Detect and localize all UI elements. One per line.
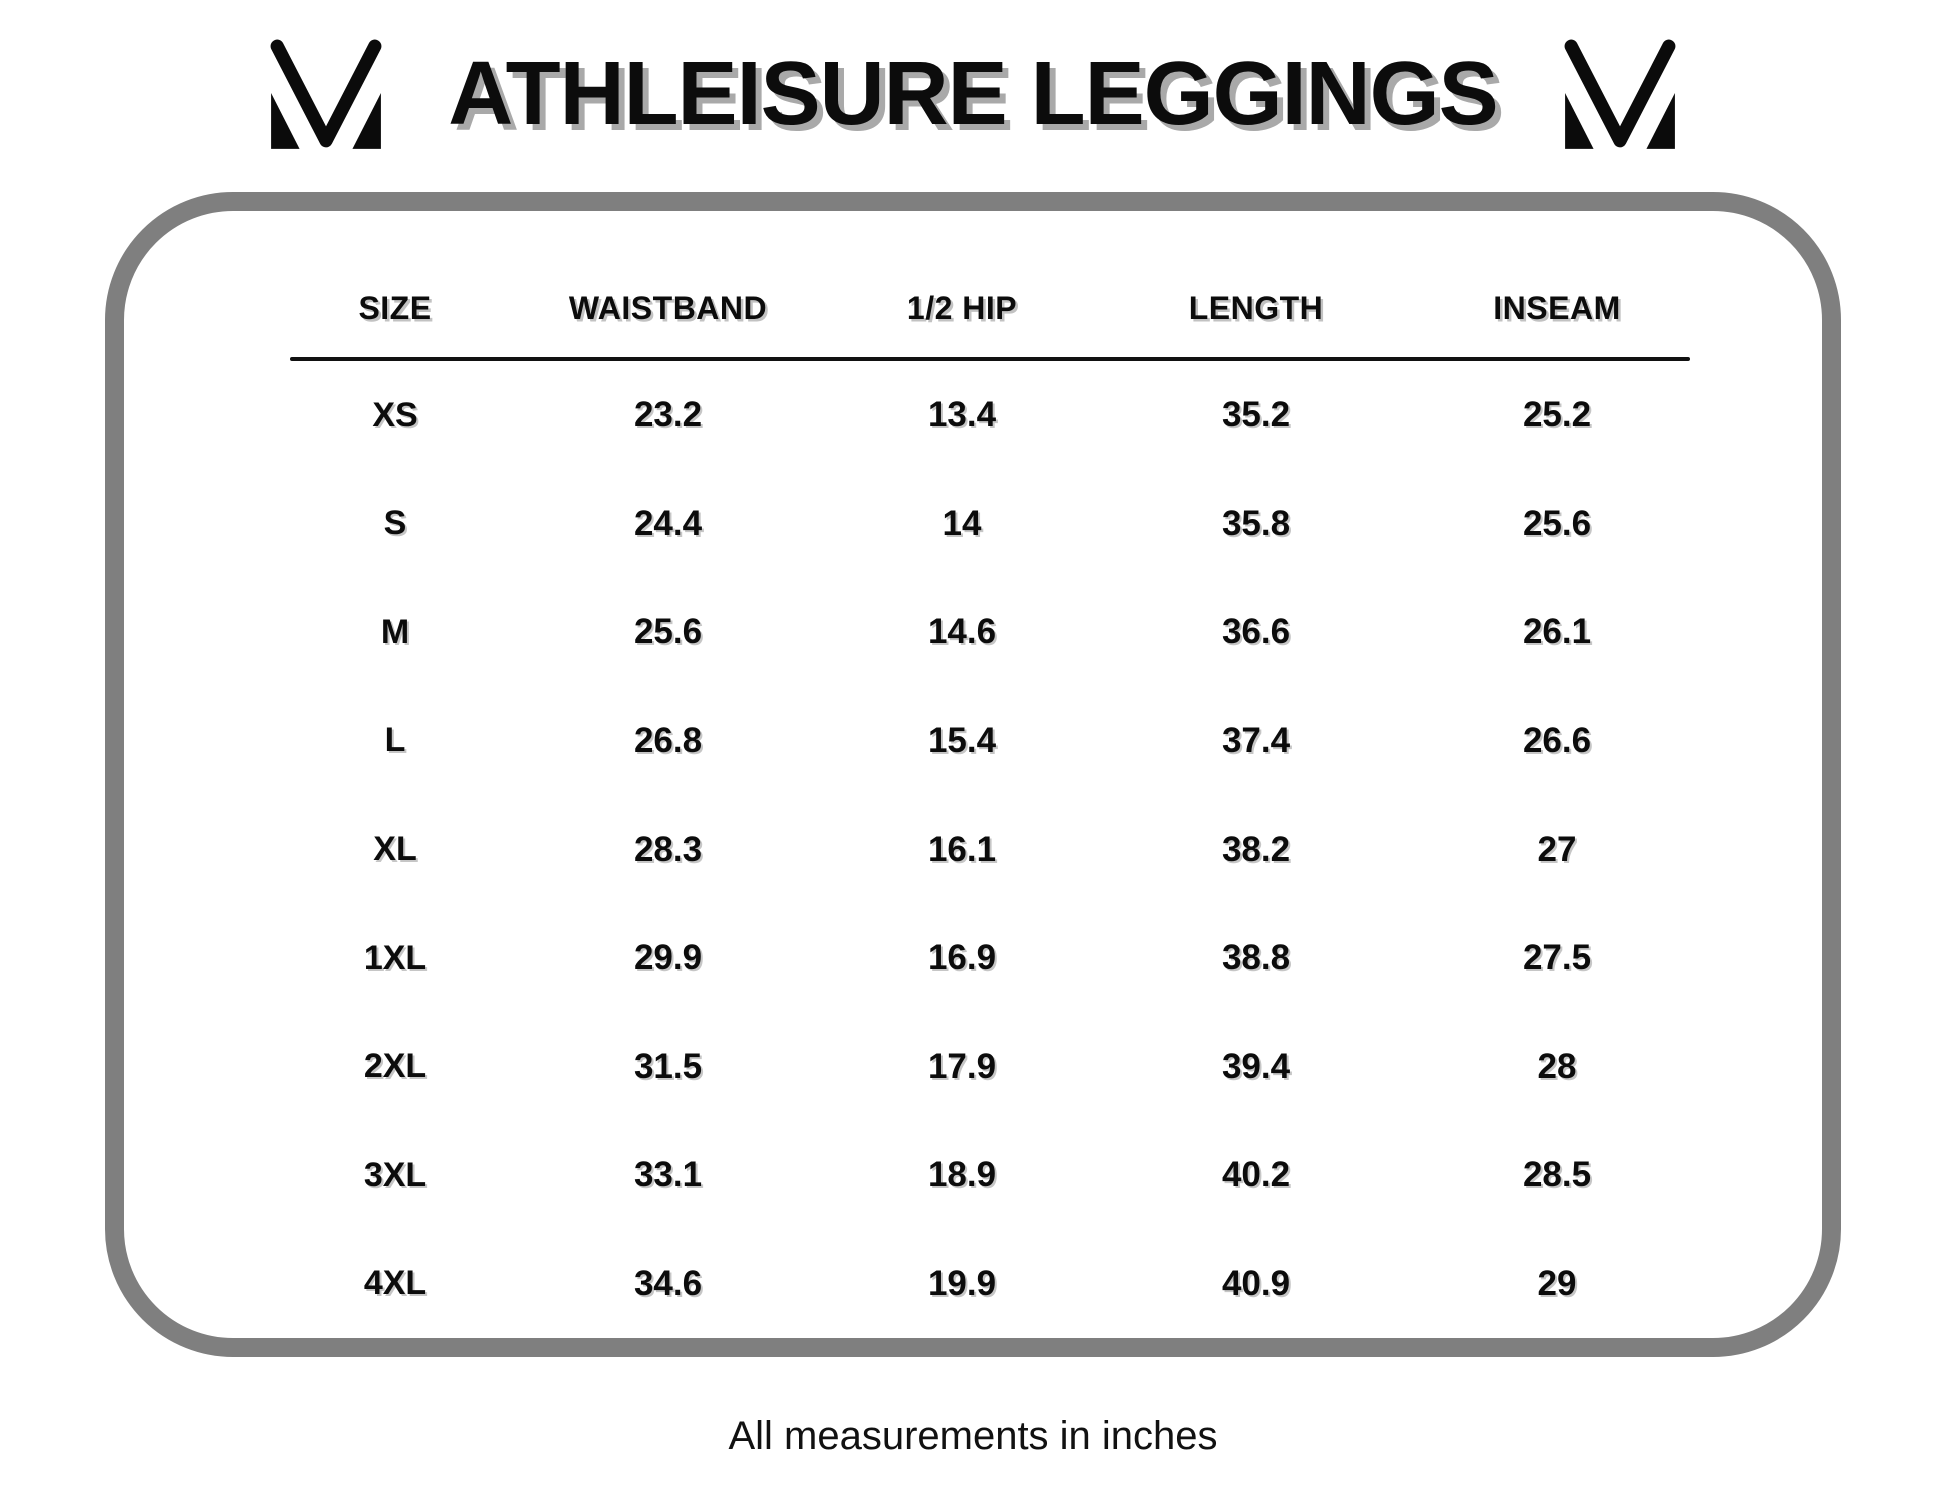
column-header-waistband: WAISTBAND xyxy=(568,290,768,326)
inseam-cell: 28.5 xyxy=(1522,1155,1592,1195)
half-hip-cell: 14.6 xyxy=(927,612,997,652)
length-cell: 37.4 xyxy=(1221,720,1291,760)
m-brand-logo-left-icon xyxy=(262,35,390,155)
inseam-cell: 26.1 xyxy=(1522,612,1592,652)
inseam-cell: 25.6 xyxy=(1522,503,1592,543)
table-row-xl: XL 28.3 16.1 38.2 27 xyxy=(290,795,1690,904)
half-hip-cell: 17.9 xyxy=(927,1046,997,1086)
size-cell: XS xyxy=(372,395,418,434)
table-row-4xl: 4XL 34.6 19.9 40.9 29 xyxy=(290,1230,1690,1339)
inseam-cell: 25.2 xyxy=(1522,395,1592,435)
half-hip-cell: 18.9 xyxy=(927,1155,997,1195)
table-header-row: SIZE WAISTBAND 1/2 HIP LENGTH INSEAM xyxy=(290,211,1690,357)
table-row-xs: XS 23.2 13.4 35.2 25.2 xyxy=(290,361,1690,470)
table-row-m: M 25.6 14.6 36.6 26.1 xyxy=(290,578,1690,687)
column-header-inseam: INSEAM xyxy=(1493,290,1621,326)
column-header-length: LENGTH xyxy=(1188,290,1324,326)
length-cell: 35.2 xyxy=(1221,395,1291,435)
table-row-2xl: 2XL 31.5 17.9 39.4 28 xyxy=(290,1012,1690,1121)
header-underline xyxy=(290,357,1690,361)
waistband-cell: 26.8 xyxy=(633,720,703,760)
length-cell: 40.9 xyxy=(1221,1263,1291,1303)
column-header-size: SIZE xyxy=(358,290,432,326)
waistband-cell: 23.2 xyxy=(633,395,703,435)
half-hip-cell: 16.9 xyxy=(927,938,997,978)
length-cell: 35.8 xyxy=(1221,503,1291,543)
size-cell: S xyxy=(383,504,407,543)
page-title: ATHLEISURE LEGGINGS xyxy=(448,44,1498,144)
m-brand-logo-right-icon xyxy=(1556,35,1684,155)
header: ATHLEISURE LEGGINGS xyxy=(0,22,1946,167)
waistband-cell: 24.4 xyxy=(633,503,703,543)
waistband-cell: 34.6 xyxy=(633,1263,703,1303)
inseam-cell: 29 xyxy=(1537,1263,1577,1303)
size-cell: XL xyxy=(373,830,417,869)
size-cell: 3XL xyxy=(363,1155,427,1194)
length-cell: 36.6 xyxy=(1221,612,1291,652)
waistband-cell: 31.5 xyxy=(633,1046,703,1086)
size-table: SIZE WAISTBAND 1/2 HIP LENGTH INSEAM XS … xyxy=(290,211,1690,1338)
table-row-3xl: 3XL 33.1 18.9 40.2 28.5 xyxy=(290,1121,1690,1230)
waistband-cell: 33.1 xyxy=(633,1155,703,1195)
table-row-l: L 26.8 15.4 37.4 26.6 xyxy=(290,687,1690,796)
inseam-cell: 27.5 xyxy=(1522,938,1592,978)
length-cell: 38.8 xyxy=(1221,938,1291,978)
waistband-cell: 25.6 xyxy=(633,612,703,652)
table-row-s: S 24.4 14 35.8 25.6 xyxy=(290,470,1690,579)
length-cell: 39.4 xyxy=(1221,1046,1291,1086)
inseam-cell: 28 xyxy=(1537,1046,1577,1086)
size-chart-frame: SIZE WAISTBAND 1/2 HIP LENGTH INSEAM XS … xyxy=(105,192,1841,1357)
measurements-note: All measurements in inches xyxy=(728,1414,1218,1458)
column-header-half-hip: 1/2 HIP xyxy=(906,290,1018,326)
table-body: XS 23.2 13.4 35.2 25.2 S 24.4 14 35.8 25… xyxy=(290,361,1690,1338)
waistband-cell: 28.3 xyxy=(633,829,703,869)
size-cell: 1XL xyxy=(363,938,427,977)
waistband-cell: 29.9 xyxy=(633,938,703,978)
inseam-cell: 27 xyxy=(1537,829,1577,869)
length-cell: 38.2 xyxy=(1221,829,1291,869)
size-cell: 4XL xyxy=(363,1264,427,1303)
size-cell: 2XL xyxy=(363,1047,427,1086)
size-cell: L xyxy=(384,721,406,760)
length-cell: 40.2 xyxy=(1221,1155,1291,1195)
half-hip-cell: 19.9 xyxy=(927,1263,997,1303)
inseam-cell: 26.6 xyxy=(1522,720,1592,760)
table-row-1xl: 1XL 29.9 16.9 38.8 27.5 xyxy=(290,904,1690,1013)
half-hip-cell: 13.4 xyxy=(927,395,997,435)
half-hip-cell: 16.1 xyxy=(927,829,997,869)
size-cell: M xyxy=(380,612,410,651)
half-hip-cell: 14 xyxy=(942,503,982,543)
half-hip-cell: 15.4 xyxy=(927,720,997,760)
